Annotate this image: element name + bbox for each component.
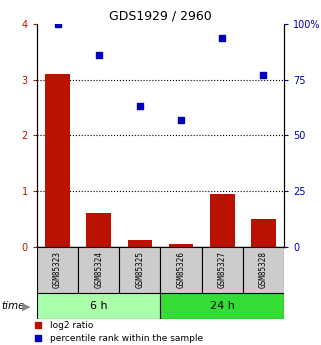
Point [261, 72, 266, 78]
Point [55, 21, 60, 27]
Bar [45, 74, 70, 247]
Point [137, 104, 143, 109]
Bar [202, 247, 243, 293]
Text: time: time [2, 301, 25, 311]
Text: 6 h: 6 h [90, 301, 108, 311]
Text: GSM85325: GSM85325 [135, 252, 144, 288]
Text: GSM85328: GSM85328 [259, 252, 268, 288]
Text: GSM85327: GSM85327 [218, 252, 227, 288]
Bar [78, 247, 119, 293]
Bar [243, 247, 284, 293]
Bar [210, 194, 235, 247]
Point [178, 117, 184, 122]
Bar [251, 219, 276, 247]
Text: 24 h: 24 h [210, 301, 235, 311]
Title: GDS1929 / 2960: GDS1929 / 2960 [109, 10, 212, 23]
Point [35, 336, 40, 341]
Bar [127, 240, 152, 247]
Bar [37, 293, 160, 319]
Bar [169, 245, 194, 247]
Text: log2 ratio: log2 ratio [50, 321, 94, 330]
Bar [119, 247, 160, 293]
Bar [86, 213, 111, 247]
Bar [37, 247, 78, 293]
Bar [160, 247, 202, 293]
Text: GSM85324: GSM85324 [94, 252, 103, 288]
Text: ▶: ▶ [22, 301, 30, 311]
Point [35, 322, 40, 328]
Text: percentile rank within the sample: percentile rank within the sample [50, 334, 204, 343]
Text: GSM85323: GSM85323 [53, 252, 62, 288]
Point [96, 52, 101, 58]
Text: GSM85326: GSM85326 [177, 252, 186, 288]
Point [220, 35, 225, 40]
Bar [160, 293, 284, 319]
